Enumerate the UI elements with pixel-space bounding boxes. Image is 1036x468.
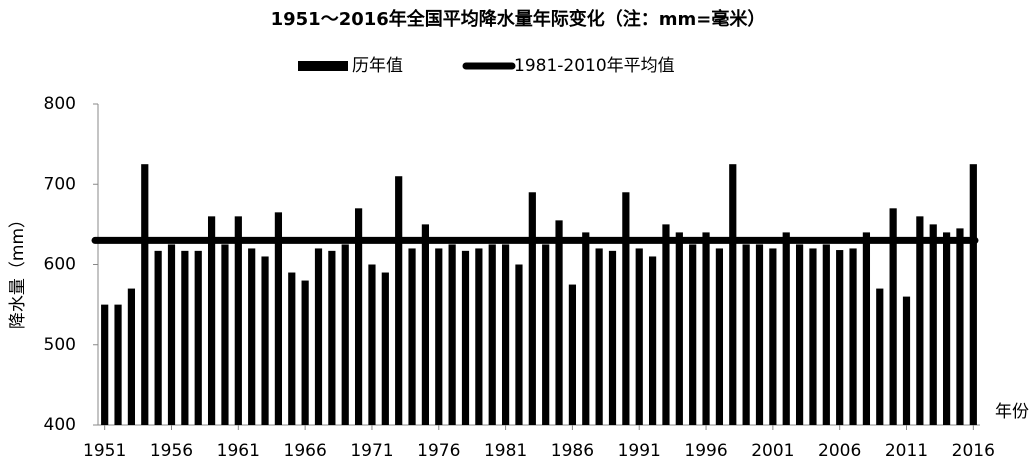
legend-swatch: [298, 61, 348, 71]
legend-label: 1981-2010年平均值: [514, 56, 675, 76]
bar: [876, 288, 884, 425]
bar: [167, 244, 176, 425]
x-axis-label: 年份: [995, 402, 1029, 422]
bar: [595, 248, 603, 425]
bar: [956, 228, 964, 425]
bar: [648, 256, 657, 425]
x-tick-label: 1986: [551, 441, 594, 461]
y-tick-label: 400: [44, 415, 76, 435]
y-tick-label: 600: [44, 255, 76, 275]
bar: [354, 208, 363, 425]
x-tick-label: 1966: [284, 441, 327, 461]
bar: [849, 248, 857, 425]
bar: [328, 250, 336, 425]
chart-title: 1951～2016年全国平均降水量年际变化（注：mm=毫米）: [271, 8, 766, 30]
bar: [368, 264, 376, 425]
bar: [341, 244, 349, 425]
bar: [795, 244, 804, 425]
bar: [929, 224, 937, 425]
bar: [582, 232, 590, 425]
bar: [889, 208, 897, 425]
bar: [608, 250, 617, 425]
bar: [969, 164, 977, 425]
y-axis-label: 降水量（mm）: [8, 211, 28, 329]
bar: [715, 248, 724, 425]
x-tick-label: 2001: [751, 441, 794, 461]
y-tick-label: 800: [44, 94, 76, 114]
x-tick-label: 1961: [217, 441, 260, 461]
bar: [916, 216, 924, 425]
bar: [662, 224, 670, 425]
bar: [261, 256, 269, 425]
x-tick-label: 1991: [618, 441, 661, 461]
bar: [635, 248, 643, 425]
x-tick-label: 1996: [684, 441, 727, 461]
bar: [194, 250, 202, 425]
x-tick-label: 2011: [885, 441, 928, 461]
bar: [101, 304, 109, 425]
y-tick-label: 500: [44, 335, 76, 355]
x-tick-label: 1956: [150, 441, 193, 461]
bar: [568, 284, 577, 425]
bar: [248, 248, 256, 425]
x-tick-label: 1951: [83, 441, 126, 461]
bar: [515, 264, 523, 425]
x-tick-label: 2016: [952, 441, 995, 461]
bar: [127, 288, 136, 425]
bar: [675, 232, 683, 425]
bar: [702, 232, 710, 425]
bar: [836, 250, 844, 425]
bar: [902, 296, 911, 425]
bar: [782, 232, 790, 425]
bar: [381, 272, 389, 425]
x-tick-label: 1981: [484, 441, 527, 461]
bar: [461, 250, 470, 425]
bar: [542, 244, 550, 425]
bar: [755, 244, 764, 425]
bar: [408, 248, 416, 425]
bar: [114, 304, 122, 425]
bar: [942, 232, 951, 425]
bar: [729, 164, 737, 425]
bar: [274, 212, 283, 425]
bar: [622, 192, 630, 425]
y-tick-label: 700: [44, 174, 76, 194]
bar: [769, 248, 777, 425]
x-tick-label: 2006: [818, 441, 861, 461]
bar: [395, 176, 403, 425]
bar: [221, 244, 229, 425]
bar: [314, 248, 323, 425]
bar: [862, 232, 871, 425]
bar: [435, 248, 443, 425]
bar: [488, 244, 496, 425]
x-tick-label: 1971: [350, 441, 393, 461]
bar: [207, 216, 216, 425]
bar: [528, 192, 536, 425]
bar: [234, 216, 242, 425]
bar: [501, 244, 510, 425]
legend-label: 历年值: [352, 56, 403, 76]
bar: [475, 248, 483, 425]
x-tick-label: 1976: [417, 441, 460, 461]
bar: [288, 272, 296, 425]
bar: [181, 250, 189, 425]
bar: [742, 244, 750, 425]
bar: [809, 248, 817, 425]
bar: [822, 244, 830, 425]
bar: [421, 224, 430, 425]
bar: [141, 164, 149, 425]
bar: [154, 250, 162, 425]
bar: [301, 280, 309, 425]
bar: [555, 220, 563, 425]
bar: [448, 244, 456, 425]
bar: [689, 244, 697, 425]
